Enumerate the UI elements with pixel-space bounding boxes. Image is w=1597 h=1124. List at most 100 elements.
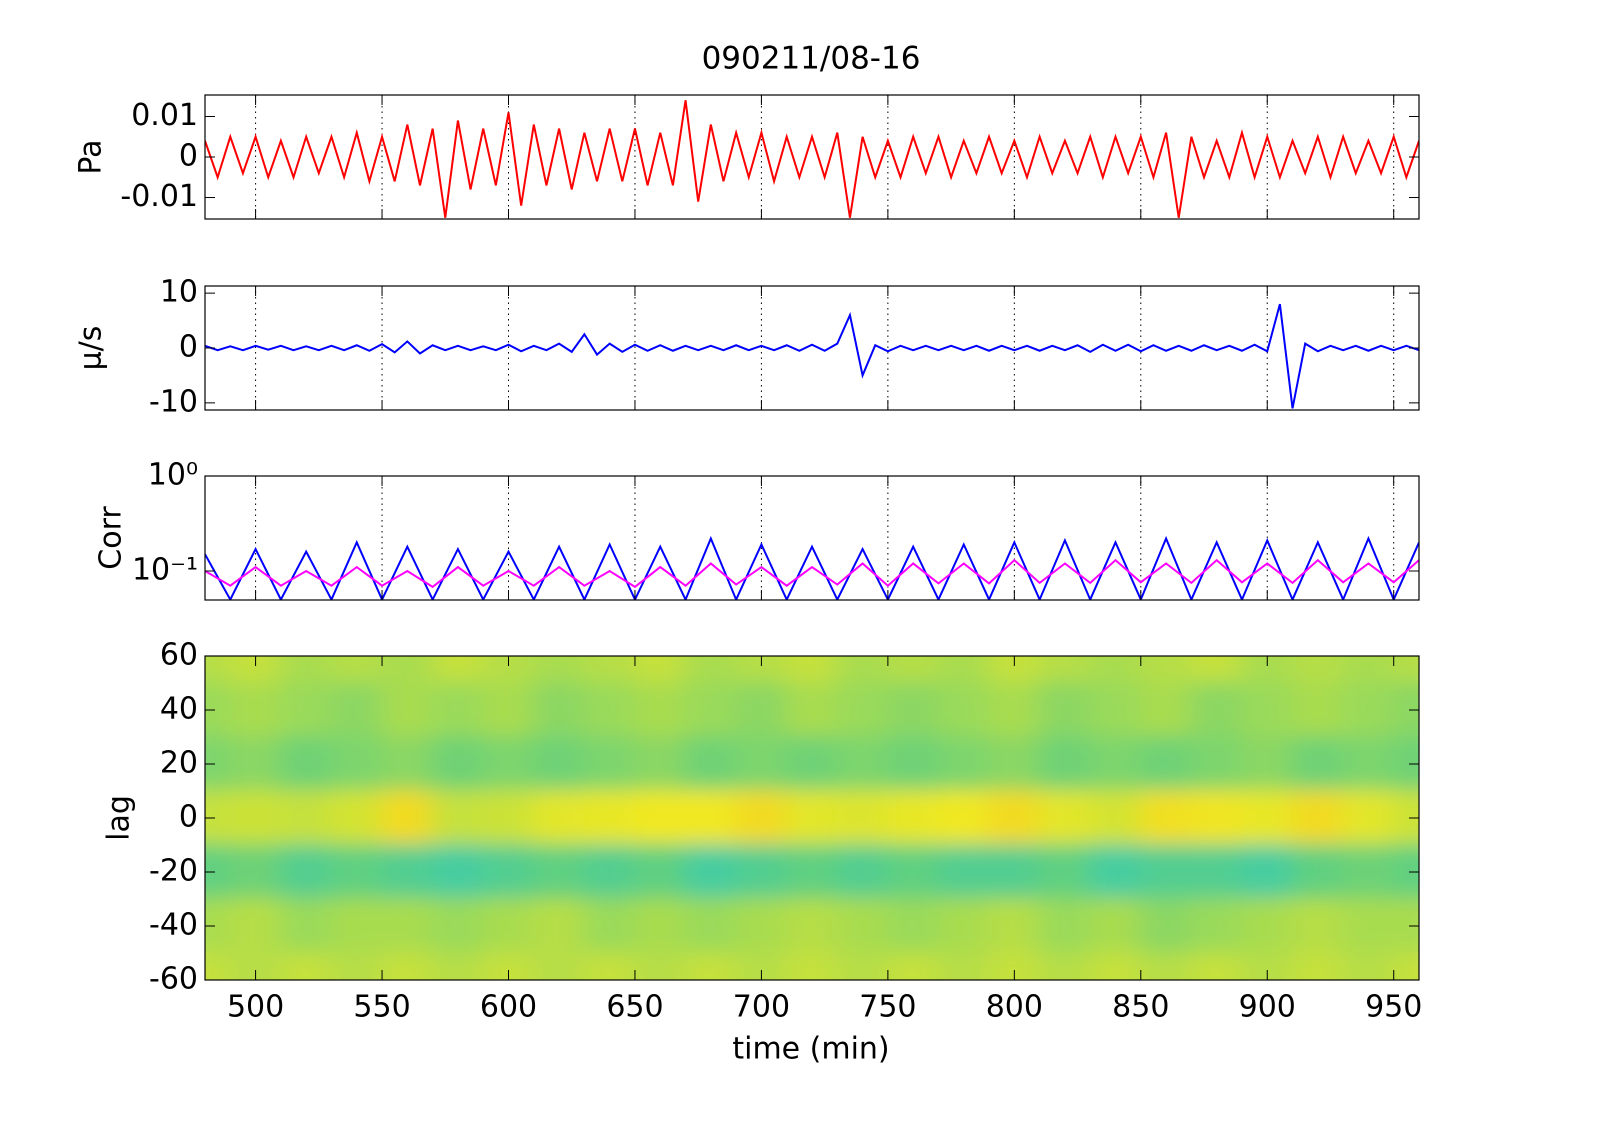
y-tick-label: 0 (179, 330, 198, 365)
heatmap-cell (633, 790, 687, 846)
heatmap-cell (633, 844, 687, 900)
heatmap-cell (532, 682, 586, 738)
heatmap-cell (1291, 952, 1345, 980)
x-tick-label: 850 (1112, 990, 1169, 1025)
heatmap-cell (735, 736, 788, 792)
heatmap-cell (1038, 790, 1092, 846)
heatmap-cell (431, 656, 485, 684)
heatmap-cell (1139, 682, 1193, 738)
figure-title: 090211/08-16 (702, 41, 921, 77)
x-tick-label: 650 (606, 990, 663, 1025)
heatmap-cell (381, 952, 434, 980)
heatmap-cell (279, 682, 333, 738)
x-tick-label: 500 (227, 990, 284, 1025)
heatmap-cell (1240, 790, 1294, 846)
heatmap-cell (1139, 736, 1193, 792)
plot-area (205, 95, 1419, 219)
heatmap-cell (1139, 844, 1193, 900)
y-tick-label: 0 (179, 800, 198, 835)
heatmap-cell (937, 656, 991, 684)
x-tick-label: 750 (859, 990, 916, 1025)
heatmap-cell (229, 682, 282, 738)
heatmap-cell (205, 952, 232, 980)
heatmap-cell (684, 844, 738, 900)
heatmap-cell (482, 790, 535, 846)
heatmap-cell (279, 952, 333, 980)
heatmap-cell (229, 898, 282, 954)
heatmap-cell (583, 682, 636, 738)
heatmap-cell (1240, 682, 1294, 738)
heatmap-cell (279, 790, 333, 846)
heatmap-cell (785, 844, 839, 900)
heatmap-cell (1392, 656, 1419, 684)
heatmap-cell (886, 790, 940, 846)
heatmap-cell (583, 952, 636, 980)
heatmap-cell (381, 736, 434, 792)
heatmap-cell (1139, 790, 1193, 846)
heatmap-cell (1139, 898, 1193, 954)
heatmap-cell (431, 952, 485, 980)
heatmap-cell (633, 898, 687, 954)
heatmap-cell (988, 736, 1041, 792)
heatmap-cell (532, 656, 586, 684)
heatmap-cell (381, 790, 434, 846)
heatmap-cell (431, 736, 485, 792)
heatmap-cell (785, 952, 839, 980)
heatmap-cell (1190, 898, 1243, 954)
heatmap-cell (785, 682, 839, 738)
heatmap-cell (1089, 844, 1142, 900)
heatmap-cell (532, 952, 586, 980)
heatmap-cell (330, 844, 384, 900)
plot-area (205, 656, 1419, 980)
x-tick-label: 550 (353, 990, 410, 1025)
heatmap-cell (583, 790, 636, 846)
heatmap-cell (937, 790, 991, 846)
heatmap-cell (1190, 952, 1243, 980)
heatmap-cell (229, 790, 282, 846)
heatmap-cell (279, 656, 333, 684)
heatmap-cell (988, 790, 1041, 846)
heatmap-cell (684, 898, 738, 954)
heatmap-cell (1038, 682, 1092, 738)
x-tick-label: 800 (986, 990, 1043, 1025)
heatmap-cell (279, 844, 333, 900)
heatmap-cell (482, 844, 535, 900)
heatmap-cell (836, 844, 889, 900)
heatmap-cell (330, 952, 384, 980)
y-tick-label: 0.01 (131, 98, 198, 133)
x-axis-label: time (min) (732, 1032, 889, 1067)
heatmap-cell (1089, 898, 1142, 954)
heatmap-cell (684, 682, 738, 738)
heatmap-cell (583, 736, 636, 792)
data-line (205, 535, 1419, 600)
heatmap-cell (1038, 844, 1092, 900)
heatmap-cell (330, 736, 384, 792)
heatmap-cell (1342, 682, 1395, 738)
data-line (205, 100, 1419, 218)
heatmap-cell (836, 790, 889, 846)
y-axis-label: Pa (74, 139, 109, 174)
y-tick-label: 10 (160, 275, 198, 310)
heatmap-cell (785, 898, 839, 954)
heatmap-cell (1240, 844, 1294, 900)
y-tick-label: -60 (149, 962, 198, 997)
y-axis-label: lag (102, 795, 137, 841)
heatmap-cell (330, 682, 384, 738)
heatmap-cell (735, 898, 788, 954)
heatmap-cell (381, 682, 434, 738)
heatmap-cell (1038, 736, 1092, 792)
heatmap-cell (431, 682, 485, 738)
heatmap-cell (988, 844, 1041, 900)
heatmap-cell (330, 898, 384, 954)
heatmap-cell (633, 952, 687, 980)
x-tick-label: 900 (1239, 990, 1296, 1025)
heatmap-cell (684, 952, 738, 980)
heatmap-cell (1291, 790, 1345, 846)
heatmap-cell (583, 844, 636, 900)
heatmap-cell (381, 656, 434, 684)
heatmap-cell (1190, 656, 1243, 684)
y-tick-label: 40 (160, 692, 198, 727)
heatmap-cell (735, 790, 788, 846)
heatmap-cell (836, 682, 889, 738)
heatmap-cell (937, 844, 991, 900)
